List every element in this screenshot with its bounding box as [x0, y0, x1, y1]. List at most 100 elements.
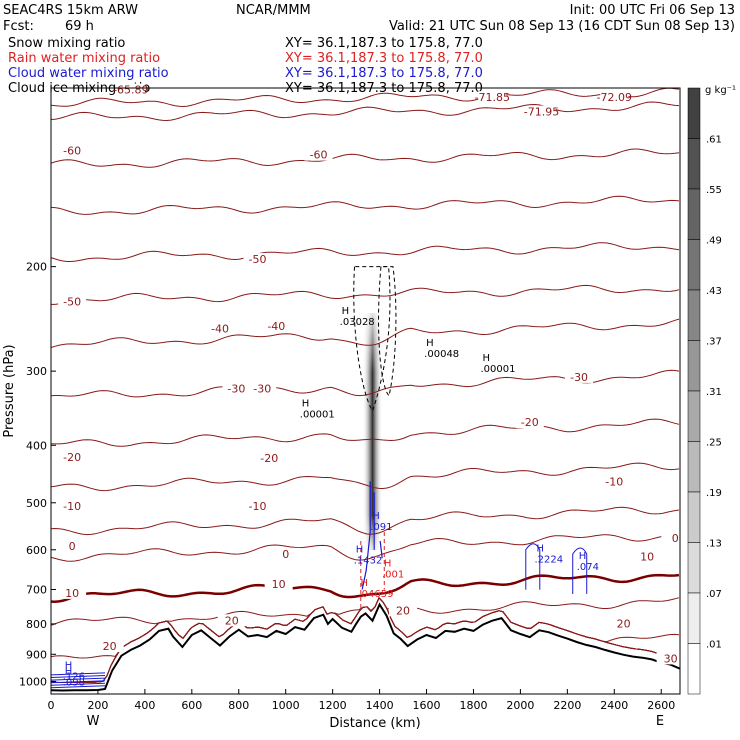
max-marker: H	[483, 353, 491, 364]
max-value-label: .1432	[354, 555, 383, 566]
contour-label-bg	[478, 91, 507, 104]
contour-label-bg	[661, 531, 690, 544]
contour-label: -60	[63, 145, 81, 158]
temperature-contour	[51, 284, 680, 305]
temperature-contour	[51, 506, 680, 536]
contour-label-bg	[222, 382, 251, 395]
contour-label: 10	[272, 578, 286, 591]
contour-label-bg	[255, 452, 284, 465]
field-name-rain: Rain water mixing ratio	[8, 51, 160, 66]
colorbar-swatch	[687, 491, 701, 543]
temperature-contour	[51, 148, 680, 168]
temperature-contour	[51, 597, 680, 683]
contour-label-bg	[58, 295, 87, 308]
temperature-contour	[51, 597, 680, 683]
max-marker: H	[356, 544, 364, 555]
contour-label-bg	[116, 83, 145, 96]
contour-label: -72.09	[597, 91, 632, 104]
contour-label: 10	[640, 550, 654, 563]
contour-label: 20	[103, 640, 117, 653]
field-name-snow: Snow mixing ratio	[8, 36, 125, 51]
west-endpoint-label: W	[87, 714, 100, 729]
cloud-water-contour	[572, 547, 588, 595]
fcst-value: 69 h	[65, 19, 94, 34]
temperature-contour	[51, 101, 680, 122]
zero-isotherm	[51, 573, 680, 603]
colorbar-label: .61	[706, 135, 722, 146]
max-marker: H	[342, 306, 350, 317]
contour-label: -30	[253, 382, 271, 395]
colorbar-swatch	[687, 87, 701, 139]
contour-label-bg	[633, 550, 662, 563]
temperature-contour	[51, 597, 680, 626]
contour-label: -20	[521, 416, 539, 429]
field-xy-snow: XY= 36.1,187.3 to 175.8, 77.0	[285, 36, 483, 51]
contour-label-bg	[243, 499, 272, 512]
contour-label: -65.89	[113, 84, 148, 97]
colorbar-label: .25	[706, 438, 722, 449]
max-marker: H	[579, 551, 587, 562]
rain-water-contour	[360, 531, 385, 611]
contour-label-bg	[58, 539, 87, 552]
snow-contour	[378, 266, 397, 397]
contour-label-bg	[58, 499, 87, 512]
contour-label-bg	[527, 105, 556, 118]
contour-label: 20	[396, 604, 410, 617]
max-value-label: .2224	[534, 555, 563, 566]
contour-label-bg	[515, 416, 544, 429]
plot-frame	[50, 87, 681, 695]
contour-label-bg	[600, 475, 629, 488]
temperature-contour	[51, 597, 680, 683]
temperature-contour	[51, 462, 680, 492]
y-tick-label: 800	[26, 618, 47, 631]
x-tick-label: 2200	[553, 699, 581, 712]
temperature-contour	[51, 597, 680, 683]
contour-label: 0	[672, 532, 679, 545]
cloud-water-contour	[51, 685, 105, 689]
contour-label: -71.85	[475, 91, 510, 104]
center-name: NCAR/MMM	[236, 3, 311, 18]
colorbar-swatch	[687, 289, 701, 341]
contour-label: 0	[282, 548, 289, 561]
contour-label-bg	[389, 604, 418, 617]
contour-label-bg	[217, 614, 246, 627]
contour-label: -10	[605, 475, 623, 488]
contour-label-bg	[95, 640, 124, 653]
cloud-water-contour	[51, 672, 105, 676]
y-tick-label: 300	[26, 365, 47, 378]
cloud-water-contour	[51, 677, 105, 681]
x-tick-label: 200	[87, 699, 108, 712]
x-tick-label: 800	[228, 699, 249, 712]
max-value-label: .03028	[340, 317, 375, 328]
x-tick-label: 1200	[319, 699, 347, 712]
model-name: SEAC4RS 15km ARW	[3, 3, 138, 18]
colorbar-unit: g kg⁻¹	[705, 85, 736, 96]
contour-label: -20	[63, 451, 81, 464]
max-value-label: .098	[63, 678, 85, 689]
contour-label: 20	[617, 618, 631, 631]
max-marker: H	[360, 578, 368, 589]
temperature-contour	[51, 195, 680, 215]
colorbar-swatch	[687, 441, 701, 493]
contour-label: -10	[249, 500, 267, 513]
contour-label-bg	[243, 253, 272, 266]
contour-label: -50	[249, 253, 267, 266]
x-axis-label: Distance (km)	[329, 716, 420, 731]
max-marker: H	[302, 399, 310, 410]
colorbar-swatch	[687, 239, 701, 291]
contour-label: 0	[69, 540, 76, 553]
contour-label-bg	[609, 617, 638, 630]
x-tick-label: 600	[181, 699, 202, 712]
max-value-label: .00001	[300, 410, 335, 421]
temperature-contour	[51, 597, 680, 683]
max-value-label: .04659	[358, 589, 393, 600]
temperature-contour	[51, 318, 680, 348]
valid-time: Valid: 21 UTC Sun 08 Sep 13 (16 CDT Sun …	[389, 19, 735, 34]
x-tick-label: 1800	[459, 699, 487, 712]
cloud-water-contour	[525, 543, 541, 590]
y-tick-label: 900	[26, 648, 47, 661]
contour-label: -20	[260, 452, 278, 465]
max-marker: H	[426, 338, 434, 349]
contour-label: 30	[664, 652, 678, 665]
contour-label-bg	[600, 91, 629, 104]
